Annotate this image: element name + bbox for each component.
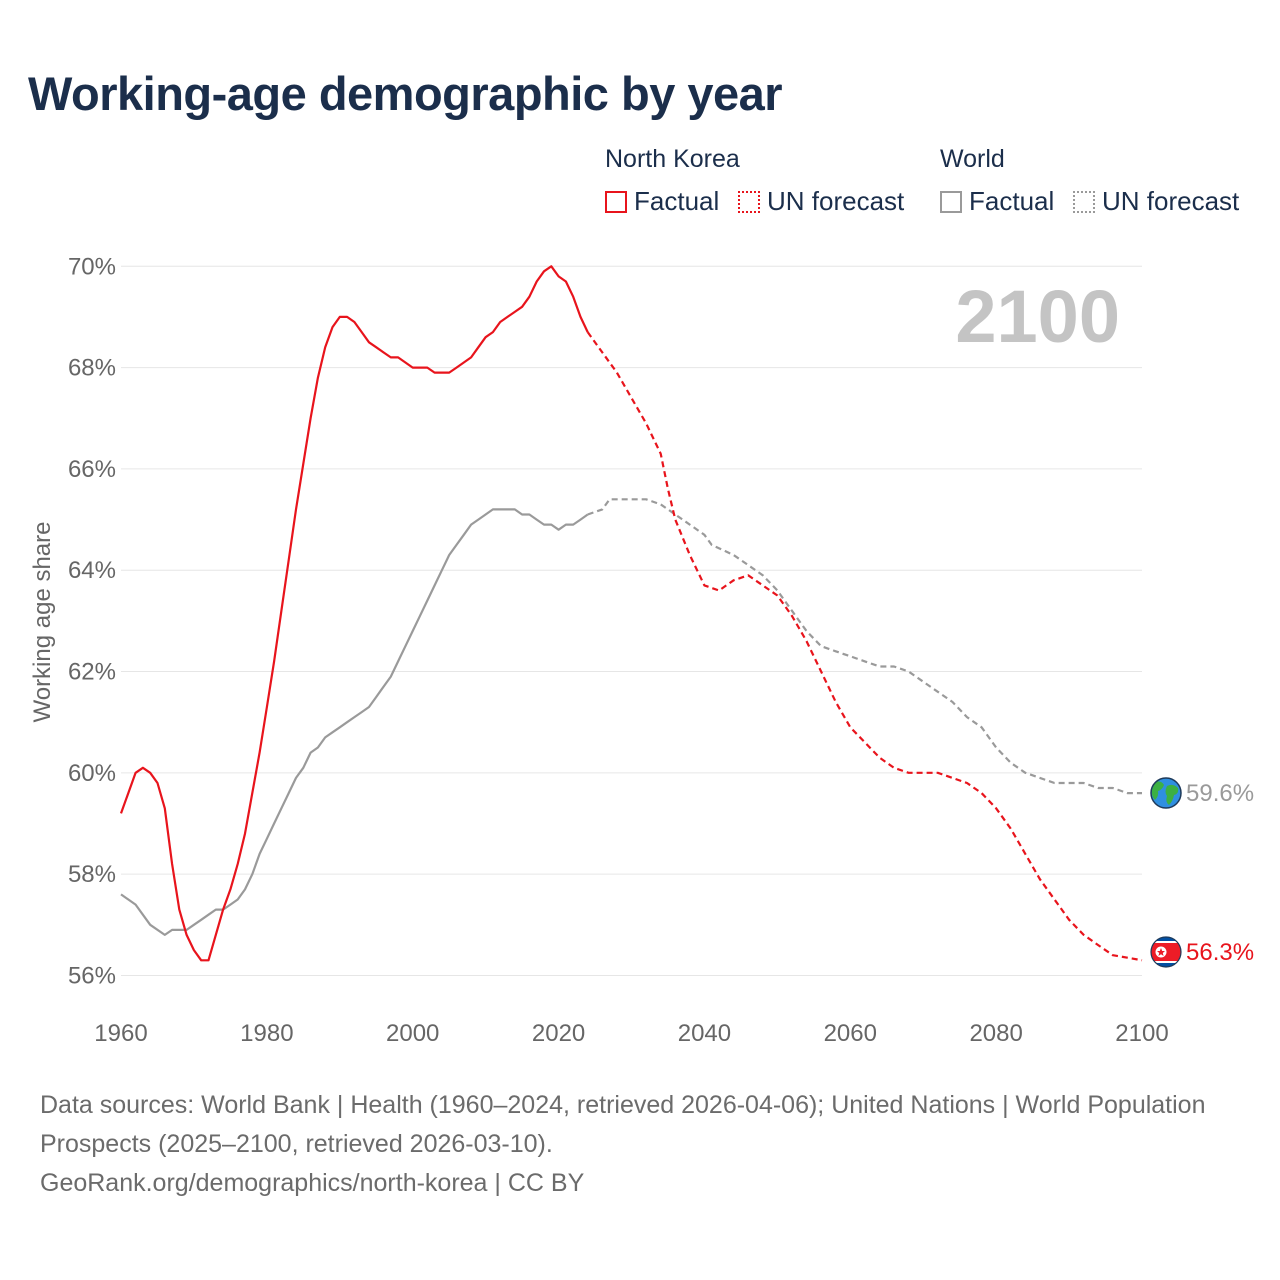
chart-title: Working-age demographic by year [28, 67, 783, 120]
world-forecast-line [587, 498, 1142, 795]
x-tick-label-2080: 2080 [969, 1020, 1022, 1047]
legend-group-world: World [940, 145, 1005, 173]
north-korea-flag-icon [1150, 936, 1182, 968]
legend-item-north-korea-forecast[interactable]: UN forecast [738, 186, 904, 217]
y-tick-label-56: 56% [68, 962, 116, 989]
y-tick-label-70: 70% [68, 253, 116, 280]
north-korea-end-label: 56.3% [1186, 939, 1254, 966]
footer: Data sources: World Bank | Health (1960–… [40, 1086, 1220, 1203]
x-tick-label-2040: 2040 [678, 1020, 731, 1047]
x-tick-label-2100: 2100 [1115, 1020, 1168, 1047]
y-axis-ticks: 56% 58% 60% 62% 64% 66% 68% 70% [68, 253, 116, 989]
world-factual-line [120, 508, 589, 936]
north-korea-factual-line [119, 265, 589, 962]
x-tick-label-2000: 2000 [386, 1020, 439, 1047]
y-tick-label-68: 68% [68, 355, 116, 382]
world-end-label: 59.6% [1186, 780, 1254, 807]
source-url-text[interactable]: GeoRank.org/demographics/north-korea | C… [40, 1169, 585, 1197]
globe-icon [1150, 777, 1182, 809]
legend-group-north-korea: North Korea [605, 145, 740, 173]
legend-label-world-forecast: UN forecast [1102, 186, 1240, 216]
legend-swatch-north-korea-forecast [738, 190, 760, 213]
series-layer [119, 265, 1143, 962]
legend-swatch-world-forecast [1073, 190, 1095, 213]
y-tick-label-64: 64% [68, 557, 116, 584]
legend-item-world-forecast[interactable]: UN forecast [1073, 186, 1239, 217]
legend-label-north-korea-forecast: UN forecast [767, 186, 905, 216]
y-tick-label-62: 62% [68, 659, 116, 686]
y-tick-label-66: 66% [68, 456, 116, 483]
legend-item-world-factual[interactable]: Factual [940, 186, 1054, 217]
x-tick-label-2060: 2060 [824, 1020, 877, 1047]
legend-label-north-korea-factual: Factual [634, 186, 720, 216]
y-tick-label-60: 60% [68, 760, 116, 787]
legend-item-north-korea-factual[interactable]: Factual [605, 186, 719, 217]
y-axis-label: Working age share [29, 522, 56, 723]
x-tick-label-2020: 2020 [532, 1020, 585, 1047]
y-tick-label-58: 58% [68, 861, 116, 888]
line-chart: 56% 58% 60% 62% 64% 66% 68% 70% 1960 1980 2000 202… [29, 253, 1254, 1047]
gridlines [121, 265, 1142, 976]
legend-swatch-world-factual [940, 190, 962, 213]
legend-label-world-factual: Factual [969, 186, 1055, 216]
x-tick-label-1960: 1960 [94, 1020, 147, 1047]
current-year-label: 2100 [955, 275, 1120, 358]
legend-swatch-north-korea-factual [605, 190, 627, 213]
x-axis-ticks: 1960 1980 2000 2020 2040 2060 2080 2100 [94, 1020, 1168, 1047]
data-sources-text: Data sources: World Bank | Health (1960–… [40, 1091, 1206, 1158]
north-korea-forecast-line [586, 331, 1143, 962]
x-tick-label-1980: 1980 [240, 1020, 293, 1047]
